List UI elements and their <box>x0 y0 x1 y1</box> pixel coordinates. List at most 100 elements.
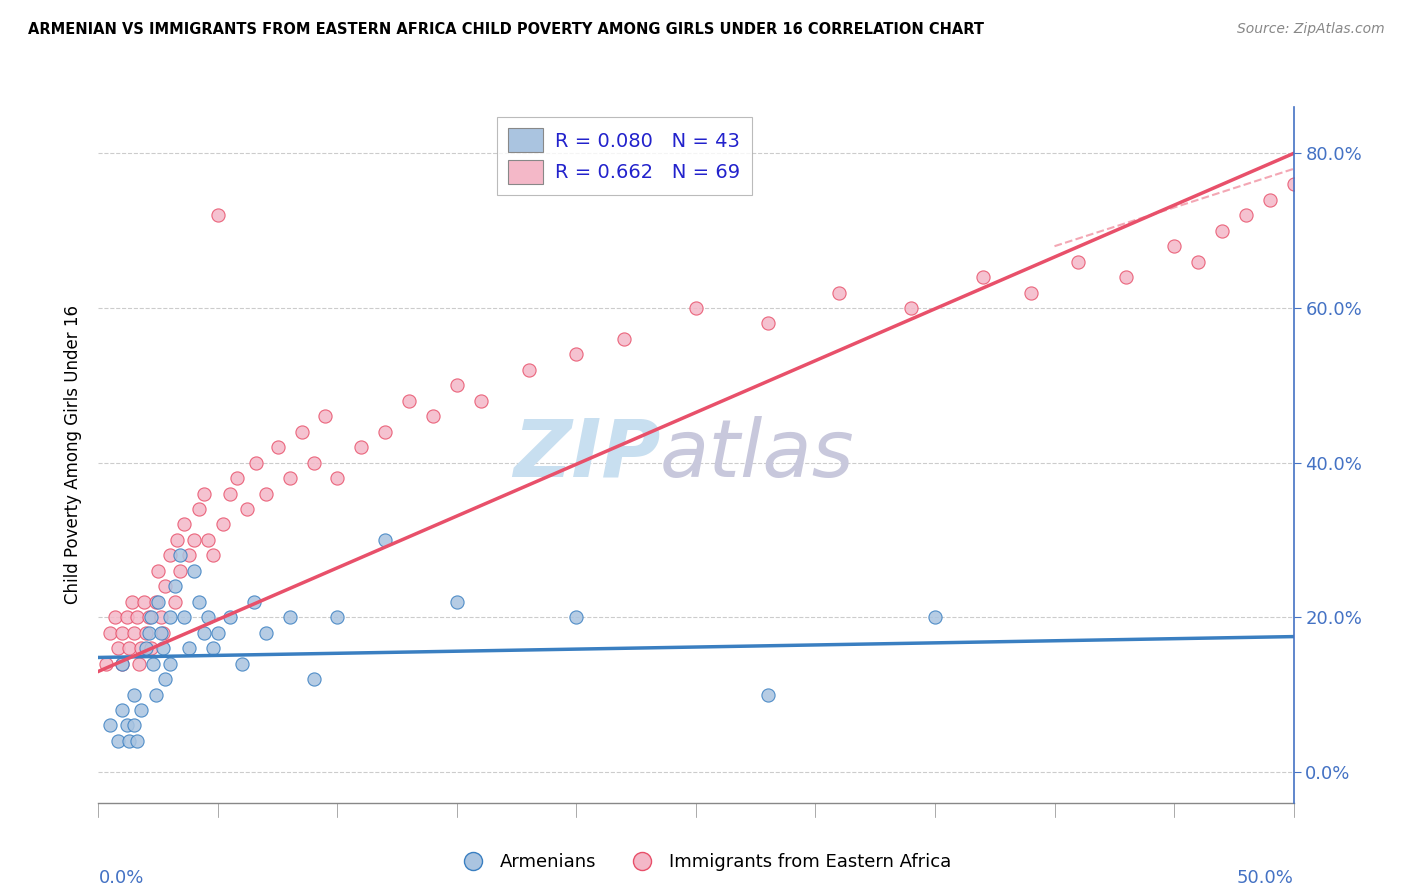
Point <box>118 734 141 748</box>
Point <box>94 657 117 671</box>
Point <box>128 657 150 671</box>
Point <box>350 440 373 454</box>
Point <box>685 301 707 315</box>
Point <box>326 610 349 624</box>
Text: 0.0%: 0.0% <box>98 869 143 887</box>
Point <box>302 672 325 686</box>
Point <box>254 625 277 640</box>
Point <box>148 564 170 578</box>
Point <box>132 595 155 609</box>
Point <box>1211 224 1233 238</box>
Point <box>1115 270 1137 285</box>
Point <box>193 625 215 640</box>
Point <box>1258 193 1281 207</box>
Point <box>470 393 492 408</box>
Point <box>565 347 588 361</box>
Point <box>131 703 153 717</box>
Point <box>124 625 146 640</box>
Point <box>138 610 160 624</box>
Point <box>207 625 229 640</box>
Point <box>278 610 301 624</box>
Point <box>226 471 249 485</box>
Point <box>193 486 215 500</box>
Point <box>231 657 253 671</box>
Point <box>148 595 170 609</box>
Point <box>315 409 337 424</box>
Point <box>900 301 922 315</box>
Point <box>183 533 205 547</box>
Point <box>111 703 134 717</box>
Point <box>179 549 201 563</box>
Point <box>207 208 229 222</box>
Text: ARMENIAN VS IMMIGRANTS FROM EASTERN AFRICA CHILD POVERTY AMONG GIRLS UNDER 16 CO: ARMENIAN VS IMMIGRANTS FROM EASTERN AFRI… <box>28 22 984 37</box>
Point <box>169 564 191 578</box>
Point <box>159 549 181 563</box>
Point <box>98 625 122 640</box>
Point <box>302 456 325 470</box>
Point <box>828 285 851 300</box>
Point <box>972 270 994 285</box>
Point <box>291 425 314 439</box>
Point <box>374 425 396 439</box>
Point <box>169 549 191 563</box>
Text: ZIP: ZIP <box>513 416 661 494</box>
Point <box>517 363 540 377</box>
Point <box>159 610 181 624</box>
Point <box>121 595 143 609</box>
Legend: R = 0.080   N = 43, R = 0.662   N = 69: R = 0.080 N = 43, R = 0.662 N = 69 <box>496 117 752 195</box>
Point <box>166 533 188 547</box>
Point <box>1187 254 1209 268</box>
Point <box>267 440 290 454</box>
Point <box>187 595 209 609</box>
Point <box>124 688 146 702</box>
Point <box>159 657 181 671</box>
Point <box>565 610 588 624</box>
Point <box>924 610 946 624</box>
Point <box>254 486 277 500</box>
Point <box>183 564 205 578</box>
Point <box>197 610 219 624</box>
Point <box>446 595 468 609</box>
Point <box>152 625 174 640</box>
Y-axis label: Child Poverty Among Girls Under 16: Child Poverty Among Girls Under 16 <box>65 305 83 605</box>
Point <box>1234 208 1257 222</box>
Point <box>152 641 174 656</box>
Point <box>131 641 153 656</box>
Point <box>187 502 209 516</box>
Point <box>163 595 186 609</box>
Text: Source: ZipAtlas.com: Source: ZipAtlas.com <box>1237 22 1385 37</box>
Point <box>98 718 122 732</box>
Point <box>111 657 134 671</box>
Point <box>115 610 138 624</box>
Point <box>235 502 257 516</box>
Point <box>135 625 157 640</box>
Point <box>197 533 219 547</box>
Point <box>125 610 148 624</box>
Point <box>243 595 266 609</box>
Point <box>145 688 167 702</box>
Point <box>1282 178 1305 192</box>
Point <box>446 378 468 392</box>
Point <box>138 625 160 640</box>
Point <box>245 456 267 470</box>
Point <box>326 471 349 485</box>
Point <box>155 579 177 593</box>
Point <box>219 486 242 500</box>
Point <box>211 517 233 532</box>
Point <box>104 610 127 624</box>
Point <box>163 579 186 593</box>
Point <box>145 595 167 609</box>
Point <box>142 657 165 671</box>
Point <box>179 641 201 656</box>
Point <box>135 641 157 656</box>
Point <box>115 718 138 732</box>
Point <box>125 734 148 748</box>
Point <box>149 610 172 624</box>
Point <box>756 317 779 331</box>
Point <box>139 641 162 656</box>
Point <box>173 610 195 624</box>
Point <box>111 625 134 640</box>
Point <box>422 409 444 424</box>
Point <box>1019 285 1042 300</box>
Point <box>202 549 225 563</box>
